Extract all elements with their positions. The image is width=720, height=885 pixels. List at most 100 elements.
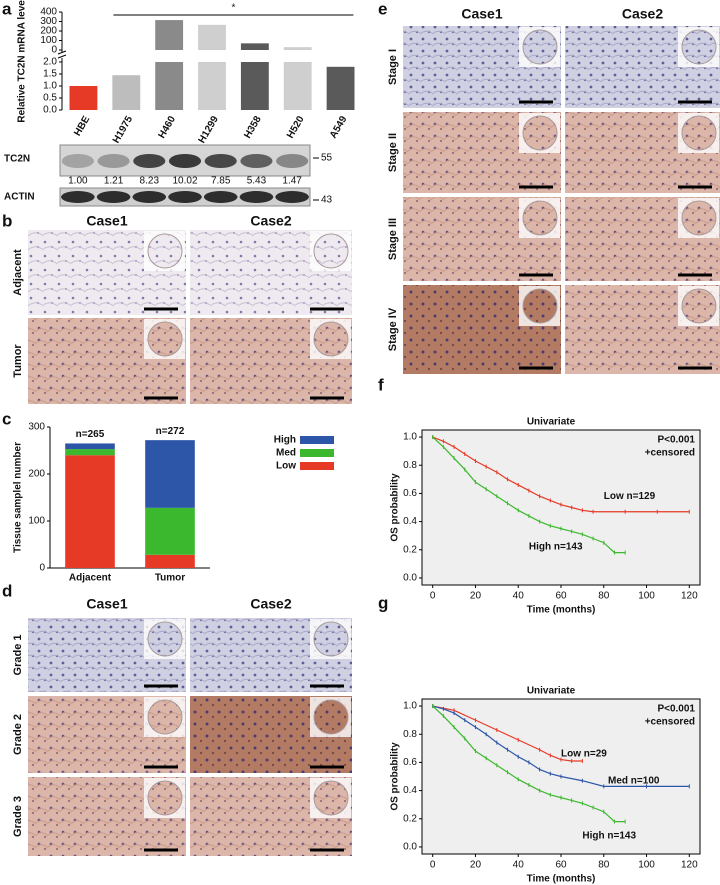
blot-label: TC2N: [4, 154, 30, 165]
x-tick-label: H358: [242, 114, 264, 141]
axis-break: [57, 54, 67, 59]
y-tick-label: 0.2: [403, 544, 417, 555]
bar: [283, 47, 312, 50]
row-label: Grade 2: [12, 714, 24, 755]
x-tick-label: A549: [328, 114, 350, 141]
ihc-core: [313, 699, 349, 735]
column-header: Case2: [250, 213, 291, 229]
panel-letter: f: [378, 375, 384, 394]
marker-label: 43: [321, 195, 333, 206]
blot-band: [96, 191, 131, 203]
annotation: +censored: [645, 717, 695, 728]
x-axis-label: Time (months): [527, 874, 596, 885]
blot-band: [240, 154, 273, 168]
panel-letter: a: [2, 0, 12, 18]
series-label: High n=143: [582, 830, 636, 841]
bar-segment: [145, 554, 195, 568]
survival-curve: [432, 705, 583, 762]
panel-letter: e: [378, 0, 387, 18]
panel-letter: c: [2, 409, 11, 428]
y-tick-label: 100: [40, 35, 57, 46]
ihc-core: [147, 321, 183, 357]
blot-band: [97, 154, 130, 168]
y-tick-label: 2.0: [43, 57, 57, 68]
row-label: Adjacent: [12, 249, 24, 296]
bar-segment: [145, 440, 195, 508]
y-tick-label: 0.0: [403, 842, 417, 853]
bar-segment: [65, 443, 115, 450]
x-tick-label: 60: [555, 591, 567, 602]
ihc-core: [147, 233, 183, 269]
y-tick-label: 0.2: [403, 813, 417, 824]
x-tick-label: H1975: [111, 114, 135, 145]
bar: [198, 62, 226, 110]
column-header: Case1: [461, 6, 502, 22]
x-tick-label: 80: [598, 860, 610, 871]
row-label: Tumor: [12, 344, 24, 378]
y-tick-label: 0.5: [43, 93, 57, 104]
ihc-core: [313, 233, 349, 269]
ihc-core: [522, 288, 558, 324]
x-axis-label: Time (months): [527, 605, 596, 616]
y-tick-label: 1.0: [403, 701, 417, 712]
panel-letter: b: [2, 211, 12, 230]
y-tick-label: 400: [40, 7, 57, 18]
y-tick-label: 0.6: [403, 488, 417, 499]
ihc-core: [681, 200, 717, 236]
blot-band: [132, 191, 167, 203]
y-tick-label: 0: [39, 563, 45, 574]
ihc-core: [147, 699, 183, 735]
ihc-core: [147, 621, 183, 657]
y-axis-label: OS probability: [390, 473, 401, 542]
x-tick-label: Tumor: [155, 573, 185, 584]
blot-band: [204, 154, 237, 168]
y-tick-label: 1.5: [43, 69, 57, 80]
chart-title: Univariate: [527, 417, 576, 428]
series-label: Med n=100: [608, 775, 660, 786]
row-label: Stage I: [387, 49, 399, 85]
column-header: Case2: [250, 596, 291, 612]
annotation: n=272: [156, 426, 185, 437]
chart-title: Univariate: [527, 686, 576, 697]
annotation: P<0.001: [657, 435, 695, 446]
legend-swatch: [300, 436, 334, 444]
bar: [155, 62, 184, 110]
bar-segment: [65, 455, 115, 568]
x-tick-label: H520: [285, 114, 307, 141]
y-tick-label: 0.8: [403, 460, 417, 471]
bar: [155, 20, 184, 50]
legend-label: Low: [276, 461, 296, 472]
bar: [240, 43, 269, 50]
x-tick-label: 20: [470, 591, 482, 602]
ihc-core: [147, 780, 183, 816]
bar-segment: [65, 449, 115, 456]
row-label: Stage II: [387, 133, 399, 172]
column-header: Case1: [86, 596, 127, 612]
x-tick-label: 120: [681, 860, 698, 871]
bar: [112, 75, 141, 110]
blot-band: [133, 154, 166, 168]
y-tick-label: 1.0: [43, 81, 57, 92]
ihc-core: [313, 321, 349, 357]
blot-band: [203, 191, 238, 203]
series-label: High n=143: [529, 542, 583, 553]
bar-segment: [145, 507, 195, 555]
blot-band: [168, 191, 202, 203]
y-tick-label: 0.8: [403, 729, 417, 740]
y-axis-label: Tissue samplel number: [13, 442, 24, 553]
y-axis-label: Relative TC2N mRNA level: [17, 0, 28, 123]
x-tick-label: 120: [681, 591, 698, 602]
x-tick-label: 100: [638, 860, 655, 871]
y-tick-label: 0.4: [403, 785, 417, 796]
y-tick-label: 100: [28, 516, 45, 527]
band-ratio: 1.47: [282, 176, 302, 187]
x-tick-label: 40: [513, 591, 525, 602]
y-tick-label: 300: [28, 422, 45, 433]
bar: [198, 24, 226, 50]
annotation: n=265: [76, 429, 105, 440]
y-tick-label: 0.4: [403, 516, 417, 527]
annotation: +censored: [645, 448, 695, 459]
legend-label: Med: [276, 448, 296, 459]
annotation: *: [231, 3, 235, 14]
